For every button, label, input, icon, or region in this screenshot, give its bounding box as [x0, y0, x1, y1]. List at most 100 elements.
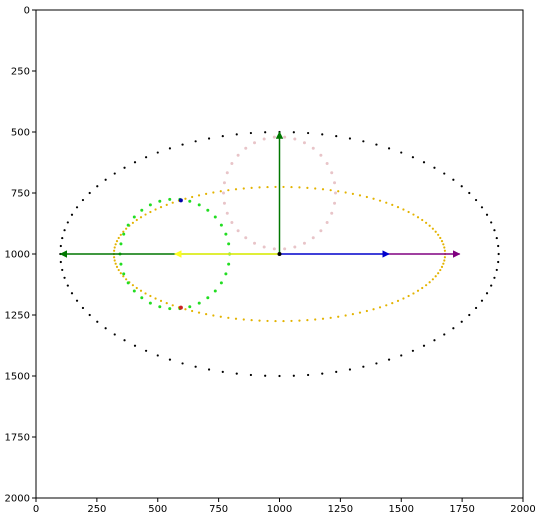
ellipse-1-point [335, 135, 338, 138]
ellipse-3-point [236, 229, 240, 233]
ellipse-1-point [321, 133, 324, 136]
ellipse-2-point [149, 294, 152, 298]
ellipse-2-point [407, 210, 410, 214]
ellipse-2-point [391, 203, 394, 206]
y-tick-label: 750 [11, 189, 30, 200]
ellipse-1-point [497, 252, 500, 256]
ellipse-1-point [194, 140, 197, 143]
ellipse-2-point [443, 259, 446, 262]
ellipse-1-point [307, 131, 310, 135]
ellipse-2-point [250, 319, 253, 322]
ellipse-2-point [212, 314, 215, 317]
ellipse-1-point [249, 373, 252, 377]
ellipse-2-point [425, 284, 428, 287]
ellipse-2-point [205, 192, 208, 195]
ellipse-2-point [144, 213, 147, 216]
ellipse-4-point [132, 289, 136, 293]
ellipse-1-point [497, 260, 500, 264]
ellipse-1-point [96, 185, 99, 188]
ellipse-2-point [197, 194, 201, 197]
ellipse-1-point [433, 339, 436, 342]
ellipse-2-point [131, 221, 134, 224]
ellipse-2-point [212, 191, 215, 194]
ellipse-3-point [253, 241, 257, 245]
ellipse-2-point [197, 311, 201, 314]
ellipse-4-point [168, 307, 172, 311]
ellipse-2-point [159, 206, 163, 209]
ellipse-3-point [272, 135, 276, 139]
ellipse-2-point [439, 268, 442, 272]
ellipse-1-point [168, 358, 172, 361]
ellipse-1-point [264, 131, 267, 134]
ellipse-4-point [140, 296, 144, 300]
ellipse-2-point [437, 233, 440, 236]
ellipse-2-point [115, 265, 119, 268]
ellipse-1-point [194, 365, 197, 368]
ellipse-2-point [135, 218, 138, 222]
ellipse-1-point [168, 147, 172, 150]
ellipse-1-point [452, 178, 455, 181]
ellipse-2-point [434, 230, 437, 233]
ellipse-1-point [221, 370, 224, 373]
ellipse-1-point [468, 191, 471, 195]
ellipse-1-point [474, 306, 478, 310]
ellipse-4-point [132, 215, 136, 219]
ellipse-2-point [242, 187, 245, 190]
ellipse-1-point [75, 206, 79, 209]
x-tick-label: 0 [33, 504, 39, 515]
ellipse-4-point [206, 296, 210, 300]
ellipse-1-point [249, 131, 252, 135]
ellipse-2-point [266, 185, 269, 189]
ellipse-1-point [292, 131, 295, 134]
ellipse-1-point [292, 374, 295, 377]
ellipse-2-point [113, 259, 116, 262]
ellipse-2-point [337, 190, 340, 193]
ellipse-2-point [428, 224, 431, 227]
ellipse-2-point [219, 190, 222, 193]
ellipse-2-point [402, 208, 405, 211]
ellipse-4-point [122, 232, 126, 236]
ellipse-1-point [375, 362, 378, 365]
ellipse-1-point [264, 374, 267, 377]
ellipse-1-point [490, 284, 493, 287]
ellipse-4-point [148, 203, 152, 207]
plot-area [59, 130, 500, 378]
ellipse-1 [59, 130, 500, 378]
ellipse-4-point [213, 215, 217, 219]
ellipse-1-point [460, 320, 463, 323]
ellipse-2-point [290, 185, 293, 189]
ellipse-1-point [348, 368, 352, 371]
ellipse-4-point [148, 301, 152, 305]
ellipse-4-point [227, 242, 231, 246]
ellipse-1-point [81, 198, 85, 202]
ellipse-2-point [428, 281, 431, 284]
ellipse-2-point [119, 233, 122, 236]
ellipse-2-point [314, 187, 317, 190]
ellipse-1-point [61, 236, 64, 240]
ellipse-2-point [122, 230, 125, 233]
ellipse-2-point [431, 227, 434, 230]
ellipse-4-point [219, 223, 223, 227]
ellipse-1-point [375, 143, 378, 146]
ellipse-1-point [113, 333, 116, 336]
ellipse-3-point [325, 161, 329, 165]
ellipse-1-point [123, 166, 126, 169]
ellipse-2-point [443, 246, 446, 249]
ellipse-1-point [495, 268, 498, 272]
ellipse-1-point [59, 244, 62, 248]
ellipse-3-point [230, 221, 234, 225]
ellipse-2-point [184, 197, 187, 200]
ellipse-2-point [154, 208, 157, 211]
ellipse-2-point [378, 199, 382, 202]
y-tick-label: 1250 [5, 311, 30, 322]
ellipse-1-point [123, 339, 126, 342]
ellipse-4-point [188, 305, 192, 309]
ellipse-1-point [474, 198, 478, 202]
point-2 [178, 198, 183, 203]
ellipse-2 [112, 185, 447, 323]
ellipse-1-point [497, 244, 500, 248]
ellipse-1-point [348, 137, 352, 140]
y-tick-label: 1500 [5, 372, 30, 383]
ellipse-3 [222, 135, 337, 251]
ellipse-1-point [133, 344, 137, 347]
